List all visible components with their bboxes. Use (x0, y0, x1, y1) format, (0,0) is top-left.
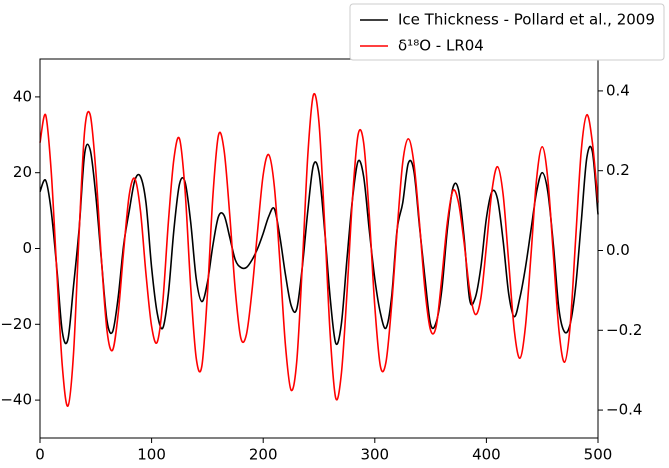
y2-tick-label: −0.4 (606, 401, 642, 419)
x-tick-label: 0 (35, 446, 45, 464)
y-tick-label: −40 (0, 391, 32, 409)
y-tick-label: 20 (13, 163, 32, 181)
series-line (39, 143, 599, 346)
series-line (39, 92, 599, 407)
y-tick-label: 0 (22, 239, 32, 257)
x-tick-label: 200 (249, 446, 278, 464)
y2-tick-label: 0.0 (606, 241, 630, 259)
y2-tick-label: −0.2 (606, 321, 642, 339)
legend-label: Ice Thickness - Pollard et al., 2009 (398, 11, 655, 29)
legend-box (349, 3, 665, 61)
x-tick-label: 100 (137, 446, 166, 464)
y-tick-label: 40 (13, 87, 32, 105)
legend-label: δ¹⁸O - LR04 (398, 37, 484, 55)
y-tick-label: −20 (0, 315, 32, 333)
x-tick-label: 400 (472, 446, 501, 464)
plot-frame (39, 58, 599, 439)
y2-tick-label: 0.4 (606, 81, 630, 99)
y2-tick-label: 0.2 (606, 161, 630, 179)
x-tick-label: 300 (360, 446, 389, 464)
x-tick-label: 500 (584, 446, 613, 464)
